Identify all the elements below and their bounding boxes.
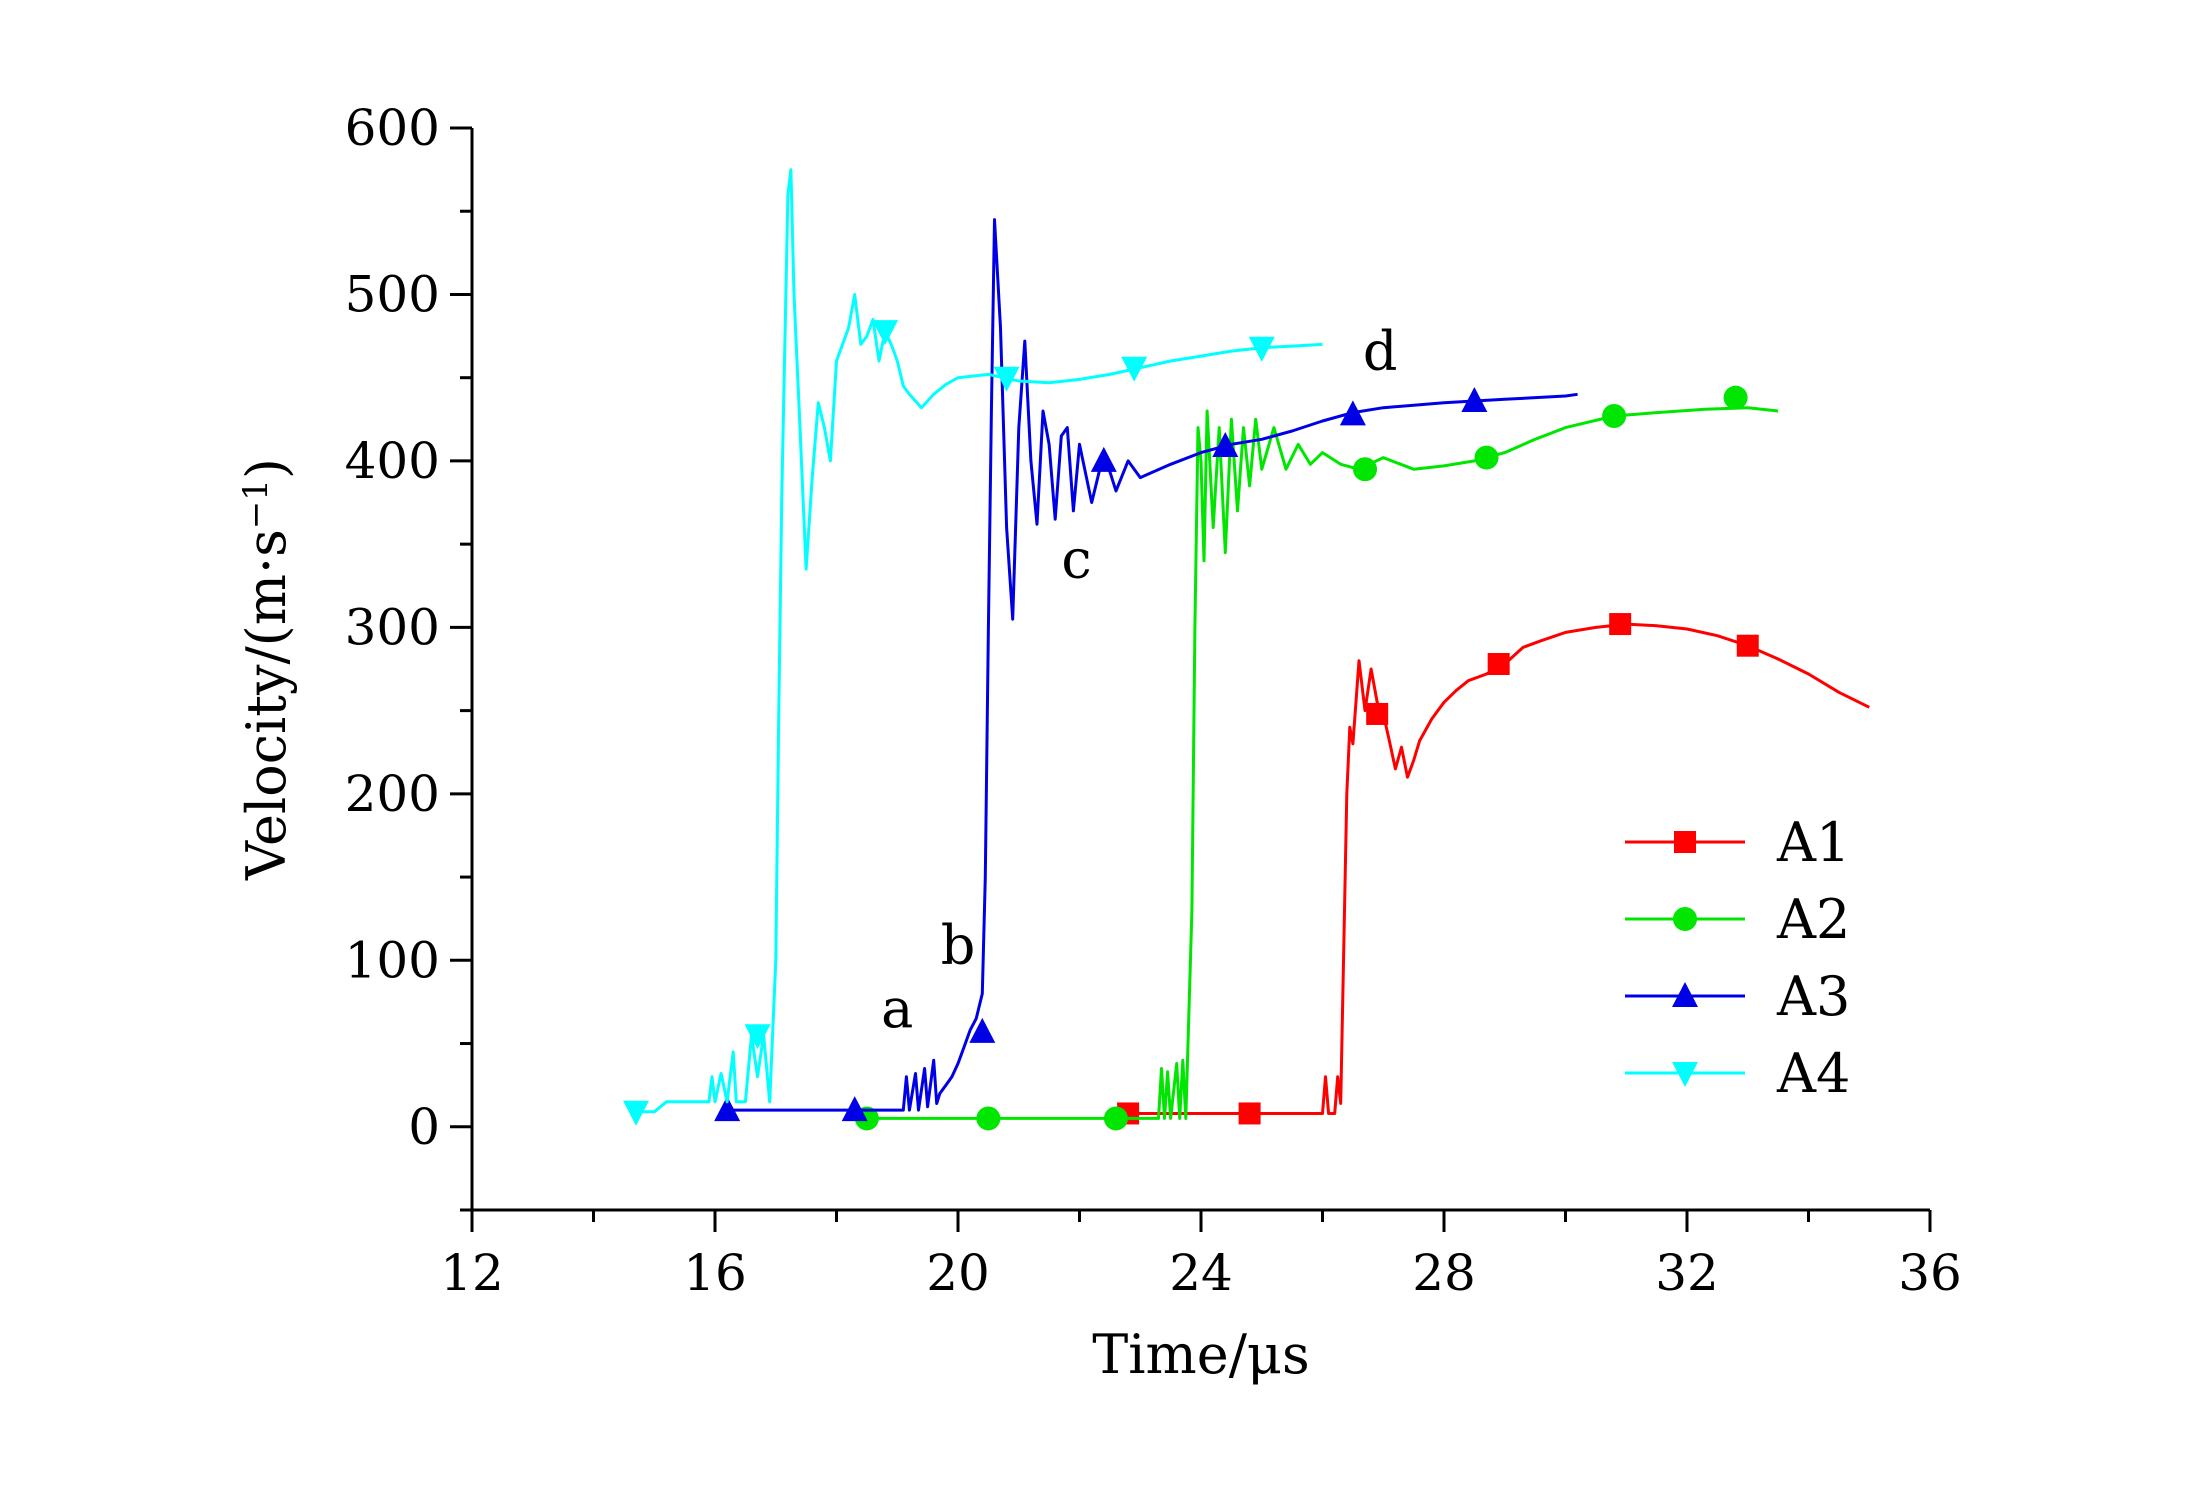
data-point-a2 — [1103, 1106, 1128, 1131]
data-point-a2 — [1353, 457, 1378, 482]
legend-marker-a2 — [1673, 907, 1697, 931]
legend-item-a2: A2 — [1625, 888, 1850, 951]
data-point-a4 — [872, 320, 899, 346]
x-tick-label: 20 — [926, 1244, 990, 1302]
series-a2 — [854, 385, 1779, 1131]
x-tick-label: 28 — [1412, 1244, 1476, 1302]
data-point-a2 — [976, 1106, 1001, 1131]
data-point-a1 — [1487, 653, 1510, 676]
series-a3 — [714, 218, 1578, 1122]
legend-label-a3: A3 — [1776, 965, 1850, 1028]
data-point-a1 — [1736, 634, 1759, 657]
x-tick-label: 36 — [1898, 1244, 1962, 1302]
y-tick-label: 500 — [345, 265, 440, 323]
data-point-a3 — [1461, 386, 1488, 412]
data-point-a2 — [1474, 445, 1499, 470]
y-tick-label: 100 — [345, 931, 440, 989]
y-tick-label: 300 — [345, 598, 440, 656]
data-point-a3 — [1090, 446, 1117, 472]
legend-marker-a3 — [1672, 982, 1698, 1007]
data-point-a4 — [1121, 356, 1148, 382]
series-a4 — [623, 168, 1323, 1126]
y-axis-title: Velocity/(m·s−1) — [235, 458, 298, 881]
series-line-a1 — [1128, 622, 1870, 1115]
legend-label-a1: A1 — [1776, 811, 1850, 874]
data-point-a2 — [1602, 403, 1627, 428]
legend-label-a2: A2 — [1776, 888, 1850, 951]
y-tick-label: 600 — [345, 99, 440, 157]
data-point-a1 — [1366, 702, 1389, 725]
data-point-a3 — [1212, 431, 1239, 457]
data-point-a3 — [841, 1096, 868, 1122]
x-tick-label: 16 — [683, 1244, 747, 1302]
annotation-label: a — [881, 977, 913, 1040]
x-tick-label: 24 — [1169, 1244, 1233, 1302]
annotation-label: d — [1363, 319, 1398, 382]
data-point-a4 — [993, 366, 1020, 392]
legend-label-a4: A4 — [1776, 1042, 1850, 1105]
annotation-layer: ab c d — [881, 319, 1397, 1040]
series-layer — [623, 168, 1870, 1131]
y-tick-label: 0 — [408, 1098, 440, 1156]
y-axis-title-superscript: −1 — [236, 479, 276, 529]
legend-marker-a4 — [1672, 1062, 1698, 1087]
data-point-a1 — [1609, 613, 1632, 636]
data-point-a4 — [744, 1024, 771, 1050]
data-point-a4 — [623, 1100, 650, 1126]
axes: 12 16 20 24 28 32 36 0 100 200 300 400 500 600 — [345, 99, 1962, 1302]
data-point-a3 — [969, 1017, 996, 1043]
data-point-a3 — [714, 1096, 741, 1122]
x-tick-label: 12 — [440, 1244, 504, 1302]
data-point-a4 — [1248, 336, 1275, 362]
series-a1 — [1117, 613, 1870, 1125]
x-axis-title: Time/μs — [1092, 1323, 1309, 1386]
legend-item-a3: A3 — [1625, 965, 1850, 1028]
series-line-a3 — [727, 218, 1578, 1112]
x-tick-label: 32 — [1655, 1244, 1719, 1302]
data-point-a2 — [1723, 385, 1748, 410]
y-axis-title-close: ) — [235, 458, 298, 479]
data-point-a1 — [1238, 1102, 1261, 1125]
y-tick-label: 200 — [345, 765, 440, 823]
annotation-label: b — [941, 914, 976, 977]
legend-marker-a1 — [1674, 831, 1696, 853]
legend-item-a1: A1 — [1625, 811, 1850, 874]
series-line-a2 — [866, 406, 1779, 1120]
series-line-a4 — [636, 168, 1323, 1114]
y-tick-label: 400 — [345, 432, 440, 490]
data-point-a3 — [1339, 400, 1366, 426]
legend-item-a4: A4 — [1625, 1042, 1850, 1105]
annotation-label: c — [1061, 527, 1091, 590]
legend: A1 A2 A3 A4 — [1625, 811, 1850, 1105]
y-axis-title-main: Velocity/(m·s — [235, 529, 298, 881]
